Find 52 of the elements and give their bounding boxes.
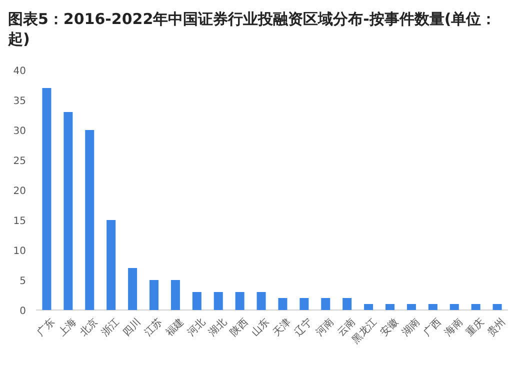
x-tick-label: 山东 [249, 316, 272, 339]
bar [300, 298, 309, 310]
x-tick-label: 安徽 [378, 316, 401, 339]
bar [471, 304, 480, 310]
bar [85, 130, 94, 310]
x-tick-label: 陕西 [228, 316, 250, 339]
x-tick-label: 广西 [420, 316, 444, 339]
x-tick-label: 辽宁 [292, 316, 315, 339]
bar [149, 280, 159, 310]
bar [364, 304, 374, 310]
y-tick-label: 10 [13, 246, 26, 257]
bar [64, 112, 73, 310]
x-tick-label: 福建 [163, 316, 186, 339]
x-tick-label: 浙江 [99, 316, 122, 339]
bar [450, 304, 459, 310]
y-tick-label: 35 [13, 96, 26, 107]
bar [235, 292, 244, 310]
x-tick-label: 广东 [34, 316, 58, 339]
bar [192, 292, 202, 310]
y-tick-label: 5 [20, 276, 26, 287]
x-tick-label: 四川 [120, 316, 144, 339]
bar [256, 292, 266, 310]
x-tick-label: 海南 [442, 316, 466, 339]
bar [385, 304, 395, 310]
bar [321, 298, 330, 310]
bar [406, 304, 416, 310]
y-tick-label: 30 [13, 126, 26, 137]
y-tick-label: 20 [13, 186, 26, 197]
bar [342, 298, 352, 310]
y-tick-label: 40 [13, 66, 26, 77]
x-tick-label: 湖北 [206, 316, 230, 339]
bar [42, 88, 52, 310]
bar [492, 304, 502, 310]
bar [128, 268, 138, 310]
bar [106, 220, 116, 310]
x-tick-label: 江苏 [142, 316, 165, 339]
x-tick-label: 北京 [78, 316, 100, 339]
x-tick-label: 湖南 [399, 316, 422, 339]
x-tick-label: 河南 [314, 316, 336, 339]
x-tick-label: 重庆 [464, 316, 486, 339]
y-tick-label: 25 [13, 156, 26, 167]
x-tick-label: 贵州 [485, 316, 508, 339]
chart-title: 图表5：2016-2022年中国证券行业投融资区域分布-按事件数量(单位：起) [7, 10, 496, 48]
y-tick-label: 15 [13, 216, 26, 227]
bar [214, 292, 223, 310]
bar [170, 280, 180, 310]
x-tick-label: 天津 [270, 316, 294, 339]
y-tick-label: 0 [20, 306, 26, 317]
bar [278, 298, 288, 310]
x-tick-label: 河北 [184, 316, 208, 339]
x-tick-label: 上海 [56, 316, 79, 339]
bar [428, 304, 438, 310]
